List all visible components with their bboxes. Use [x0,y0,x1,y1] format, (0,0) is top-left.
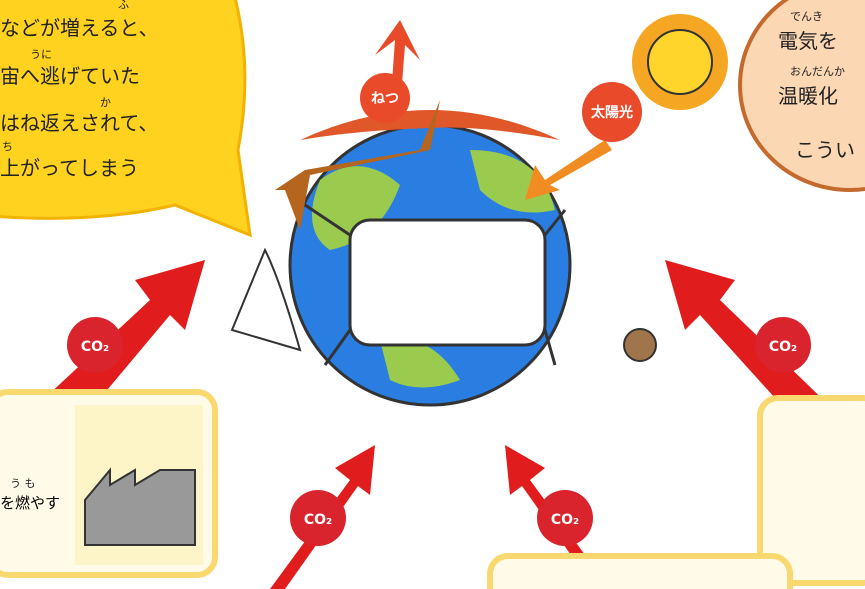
bubble-text: 上がってしまう [0,156,139,180]
ruby: でんき [790,10,823,23]
ruby: おんだんか [790,65,845,78]
ruby: う も [10,477,36,490]
co2-label: CO₂ [769,339,797,355]
ruby: うに [30,48,52,61]
ruby: ふ [118,0,129,11]
ruby: ち [2,140,13,153]
ruby: か [100,96,111,109]
bubble-text: 電気を [778,29,838,53]
bubble-text: 温暖化 [778,84,838,108]
bubble-text: こうい [795,138,855,162]
heat-label: ねつ [371,91,399,107]
bubble-text: 宙へ逃げていた [0,64,140,88]
scene: ふ などが増えると、 うに 宙へ逃げていた か はね返えされて、 ち 上がってし… [0,0,865,589]
co2-label: CO₂ [81,339,109,355]
sunlight-label: 太陽光 [591,104,633,121]
bubble-text: などが増えると、 [0,16,159,40]
factory [85,470,195,545]
info-box [490,556,790,589]
co2-label: CO₂ [551,512,579,528]
co2-label: CO₂ [304,512,332,528]
sun [632,14,728,110]
bubble-text: はね返えされて、 [0,111,158,135]
box-text: を燃やす [0,494,60,512]
